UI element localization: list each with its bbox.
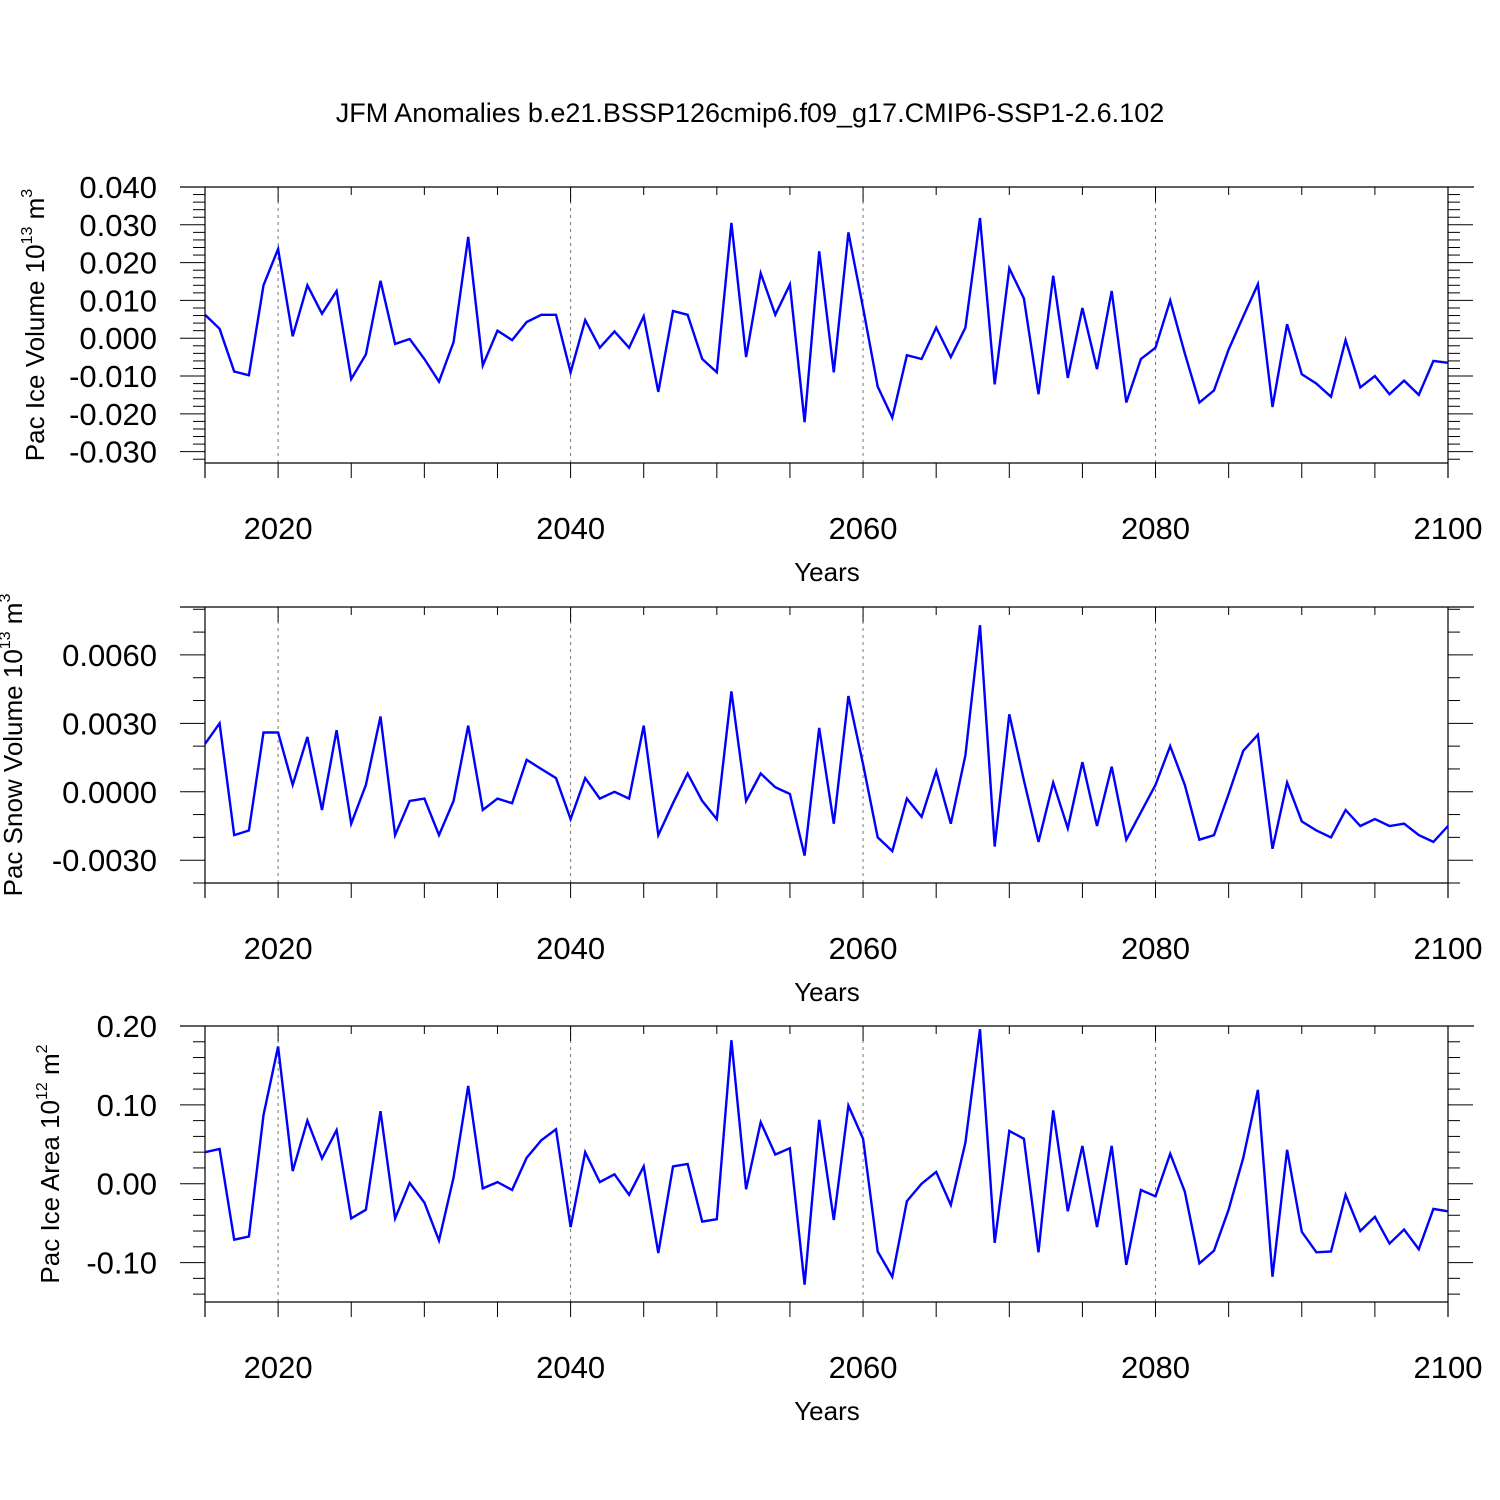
y-axis-label: Pac Snow Volume 1013 m3 <box>0 594 28 897</box>
y-axis-label: Pac Ice Area 1012 m2 <box>34 1044 65 1283</box>
ytick-label: -0.10 <box>86 1246 157 1281</box>
panel-snow-volume: 0.0060 0.0030 0.0000 -0.0030 2020 2040 2060 208… <box>0 594 1482 1007</box>
xtick-label: 2060 <box>829 511 898 546</box>
ytick-label: -0.010 <box>69 359 157 394</box>
ytick-label: 0.0030 <box>62 706 157 741</box>
ytick-label: 0.030 <box>79 208 157 243</box>
ytick-label: -0.0030 <box>52 843 157 878</box>
xtick-label: 2040 <box>536 931 605 966</box>
chart-title: JFM Anomalies b.e21.BSSP126cmip6.f09_g17… <box>335 98 1165 128</box>
xtick-label: 2100 <box>1414 931 1483 966</box>
x-axis-label: Years <box>794 1396 860 1426</box>
y-axis-label-unit: m <box>20 198 50 227</box>
y-axis-label-text: Pac Snow Volume 10 <box>0 649 28 896</box>
y-axis-label-unit-exponent: 3 <box>0 594 14 603</box>
panel-ice-volume: 0.0400.0300.0200.0100.000-0.010-0.020-0.… <box>19 170 1482 587</box>
xtick-label: 2020 <box>244 511 313 546</box>
y-axis-label-exponent: 13 <box>0 631 14 649</box>
ytick-label: 0.040 <box>79 170 157 205</box>
x-axis-label: Years <box>794 557 860 587</box>
y-axis-label-exponent: 13 <box>19 226 36 244</box>
ytick-label: 0.20 <box>97 1009 157 1044</box>
y-axis-label-unit: m <box>35 1053 65 1082</box>
xtick-label: 2040 <box>536 511 605 546</box>
y-axis-label: Pac Ice Volume 1013 m3 <box>19 189 50 462</box>
xtick-label: 2020 <box>244 931 313 966</box>
xtick-label: 2080 <box>1121 931 1190 966</box>
ytick-label: -0.020 <box>69 397 157 432</box>
ytick-label: 0.0000 <box>62 775 157 810</box>
xtick-label: 2100 <box>1414 511 1483 546</box>
ytick-label: 0.00 <box>97 1167 157 1202</box>
ytick-label: 0.020 <box>79 246 157 281</box>
y-axis-label-unit-exponent: 3 <box>19 189 36 198</box>
xtick-label: 2080 <box>1121 1350 1190 1385</box>
ytick-label: 0.010 <box>79 283 157 318</box>
ytick-label: 0.10 <box>97 1088 157 1123</box>
xtick-label: 2100 <box>1414 1350 1483 1385</box>
xtick-label: 2060 <box>829 931 898 966</box>
y-axis-label-unit-exponent: 2 <box>34 1044 51 1053</box>
series-line <box>204 625 1449 856</box>
xtick-label: 2020 <box>244 1350 313 1385</box>
y-axis-label-unit: m <box>0 603 28 632</box>
ytick-label: 0.0060 <box>62 638 157 673</box>
y-axis-label-text: Pac Ice Volume 10 <box>20 244 50 461</box>
series-line <box>204 217 1449 423</box>
x-axis-label: Years <box>794 977 860 1007</box>
xtick-label: 2080 <box>1121 511 1190 546</box>
xtick-label: 2040 <box>536 1350 605 1385</box>
ytick-label: -0.030 <box>69 435 157 470</box>
ytick-label: 0.000 <box>79 321 157 356</box>
xtick-label: 2060 <box>829 1350 898 1385</box>
panel-ice-area: 0.20 0.10 0.00 -0.10 2020 2040 2060 2080 2100 Yea… <box>34 1009 1482 1426</box>
y-axis-label-text: Pac Ice Area 10 <box>35 1100 65 1284</box>
y-axis-label-exponent: 12 <box>34 1082 51 1100</box>
series-line <box>204 1029 1449 1285</box>
